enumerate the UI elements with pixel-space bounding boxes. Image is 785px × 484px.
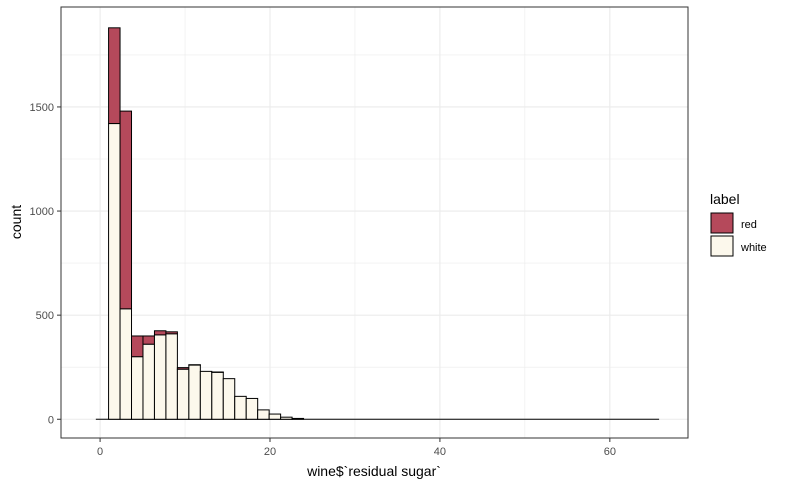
legend-label-white: white xyxy=(740,242,767,254)
bar-white xyxy=(268,413,282,420)
x-axis-title: wine$`residual sugar` xyxy=(306,463,441,479)
bar-white xyxy=(234,395,247,420)
bar-white xyxy=(176,368,190,420)
bar-red xyxy=(108,27,121,125)
y-tick-label: 500 xyxy=(36,310,54,322)
bar-white xyxy=(153,334,167,420)
bar-red xyxy=(119,110,133,310)
legend-swatch-white xyxy=(710,235,734,257)
bar-white xyxy=(131,356,144,420)
bar-white xyxy=(257,409,270,420)
y-tick-label: 1000 xyxy=(30,206,54,218)
panel-border xyxy=(60,6,689,439)
legend-title: label xyxy=(710,191,740,207)
histogram-bars xyxy=(95,27,660,420)
y-axis-ticks: 0 500 1000 1500 xyxy=(30,102,61,426)
bar-red xyxy=(153,330,167,336)
bar-white xyxy=(211,371,224,420)
x-tick-label: 0 xyxy=(97,446,103,458)
legend: label red white xyxy=(710,191,767,257)
bar-red xyxy=(142,335,155,345)
legend-swatch-red xyxy=(710,212,734,234)
bar-white xyxy=(119,308,133,420)
bar-white xyxy=(280,416,293,420)
bar-white xyxy=(222,378,236,420)
bar-white xyxy=(142,343,155,420)
y-tick-label: 1500 xyxy=(30,102,54,114)
x-axis-ticks: 0 20 40 60 xyxy=(97,438,616,458)
bar-white xyxy=(199,370,213,420)
legend-label-red: red xyxy=(741,219,757,231)
bar-white xyxy=(165,333,178,420)
x-tick-label: 20 xyxy=(264,446,276,458)
bar-red xyxy=(131,335,144,358)
bar-white xyxy=(188,364,201,420)
bar-white xyxy=(291,417,305,420)
x-tick-label: 40 xyxy=(434,446,446,458)
bar-white xyxy=(108,123,121,420)
bar-white xyxy=(245,397,259,420)
x-tick-label: 60 xyxy=(604,446,616,458)
y-axis-title: count xyxy=(8,205,24,239)
y-tick-label: 0 xyxy=(48,414,54,426)
